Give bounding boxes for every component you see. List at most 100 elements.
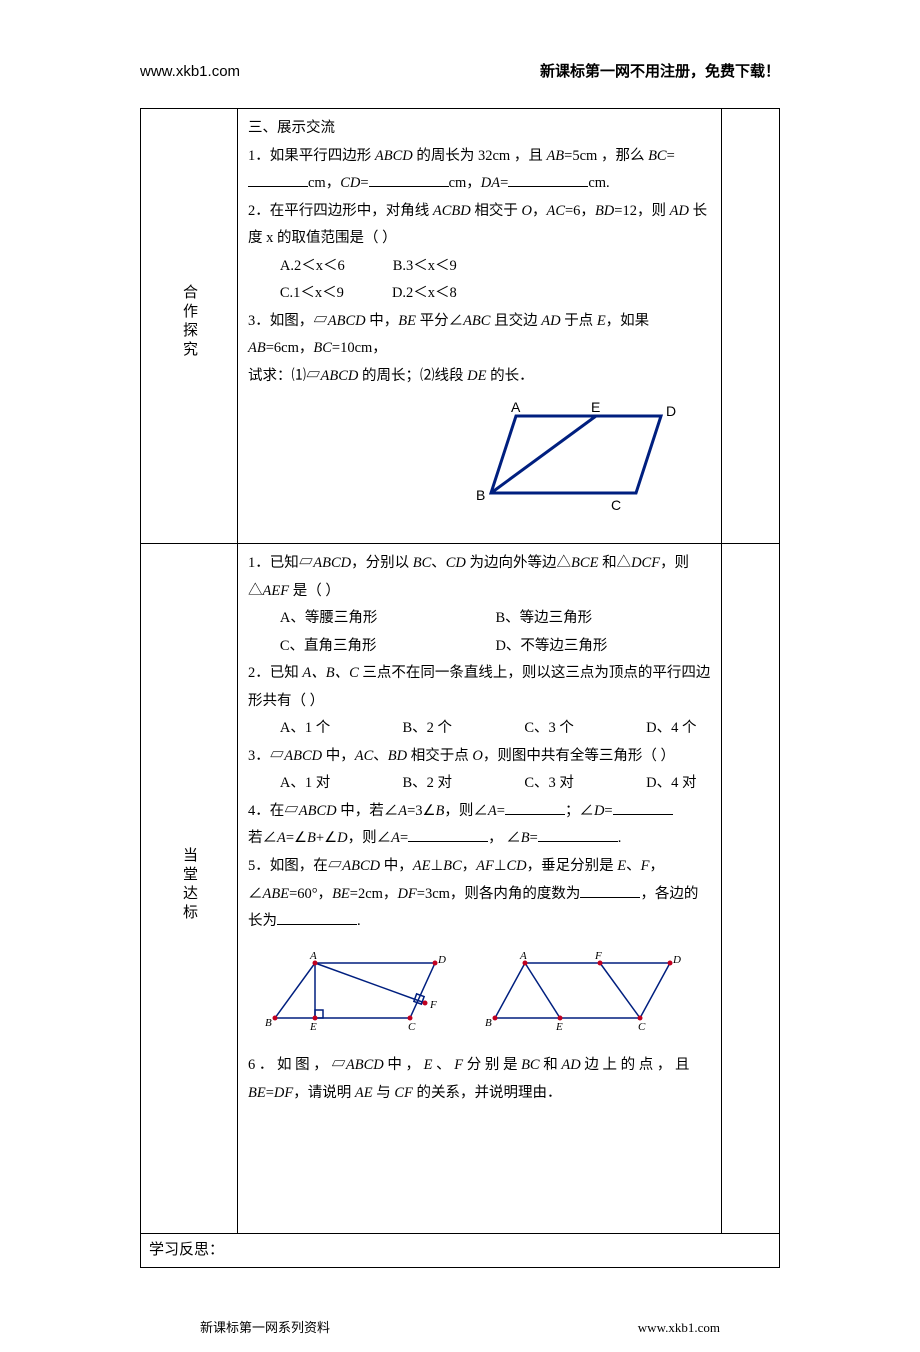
s2q6-f: F bbox=[454, 1057, 463, 1073]
svg-text:B: B bbox=[485, 1017, 492, 1029]
svg-text:E: E bbox=[591, 399, 600, 415]
s2q6-t6: 边 上 的 点 ， 且 bbox=[581, 1057, 690, 1073]
reflection-cell: 学习反思： bbox=[141, 1234, 780, 1268]
s2q6-be: BE bbox=[248, 1085, 266, 1101]
s2q4-abcd: ABCD bbox=[299, 803, 337, 819]
s2q6-abcd: ABCD bbox=[346, 1057, 384, 1073]
section2-title: 当堂达标 bbox=[177, 847, 201, 923]
q1-eq2: = bbox=[360, 175, 368, 191]
s2q5-ept: E bbox=[617, 858, 626, 874]
q2-optB: B.3＜x＜9 bbox=[393, 253, 457, 281]
s2q1-bce: BCE bbox=[571, 555, 598, 571]
s2q2-D: D、4 个 bbox=[646, 715, 696, 743]
s2-spacer bbox=[248, 1107, 711, 1227]
q3r-de: DE bbox=[467, 368, 486, 384]
q3-t6: ，如果 bbox=[606, 313, 650, 329]
q3-be: BE bbox=[398, 313, 416, 329]
s2q4-d2: D bbox=[594, 803, 604, 819]
s2q4b-t4: ，则∠ bbox=[348, 830, 392, 846]
s2q1-opts2: C、直角三角形 D、不等边三角形 bbox=[248, 633, 711, 661]
s2q1-t2: ，分别以 bbox=[351, 555, 413, 571]
q1-cd: CD bbox=[340, 175, 360, 191]
s2q3-t2: 中， bbox=[322, 748, 355, 764]
s2q6-df: DF bbox=[274, 1085, 293, 1101]
s2q4-t1: 4．在▱ bbox=[248, 803, 299, 819]
s2q5-t10: =2cm， bbox=[350, 886, 398, 902]
q3-t3: 平分∠ bbox=[416, 313, 463, 329]
s2q5-cd: CD bbox=[506, 858, 526, 874]
s2q4b-blank2 bbox=[538, 828, 618, 843]
s2q6-t2: 中 ， bbox=[384, 1057, 424, 1073]
s2q1-cd: CD bbox=[446, 555, 466, 571]
footer-left: 新课标第一网系列资料 bbox=[200, 1318, 330, 1339]
s2q2-t1: 2．已知 bbox=[248, 665, 302, 681]
s2q2: 2．已知 A、B、C 三点不在同一条直线上，则以这三点为顶点的平行四边形共有（ … bbox=[248, 660, 711, 715]
s2q5-blank1 bbox=[580, 883, 640, 898]
q3-t2: 中， bbox=[366, 313, 399, 329]
s2q3-o: O bbox=[472, 748, 482, 764]
s2q4: 4．在▱ABCD 中，若∠A=3∠B，则∠A=；∠D= bbox=[248, 798, 711, 826]
q3-t7: =6cm， bbox=[266, 340, 314, 356]
s2q5-t7: 、 bbox=[626, 858, 641, 874]
s2q5-t9: =60°， bbox=[289, 886, 332, 902]
s2q5-blank2 bbox=[277, 911, 357, 926]
section2-right-col bbox=[722, 544, 780, 1234]
s2q3-C: C、3 对 bbox=[524, 770, 574, 798]
svg-text:A: A bbox=[511, 399, 521, 415]
s2q4b-eq1: = bbox=[400, 830, 408, 846]
s2q6-bc: BC bbox=[521, 1057, 540, 1073]
s2q5-t3: ⊥ bbox=[430, 858, 443, 874]
diagram1-wrap: A E D B C bbox=[248, 390, 711, 537]
section1-heading: 三、展示交流 bbox=[248, 115, 711, 143]
s2q3-opts: A、1 对 B、2 对 C、3 对 D、4 对 bbox=[248, 770, 711, 798]
s2q4-a2: A bbox=[398, 803, 407, 819]
s2q4-t4: ，则∠ bbox=[444, 803, 488, 819]
q2-t4: =6， bbox=[565, 203, 595, 219]
s2q5-t11: =3cm，则各内角的度数为 bbox=[417, 886, 581, 902]
q2-optA: A.2＜x＜6 bbox=[280, 253, 345, 281]
q3r-abcd: ABCD bbox=[321, 368, 359, 384]
row-section2: 当堂达标 1．已知▱ABCD，分别以 BC、CD 为边向外等边△BCE 和△DC… bbox=[141, 544, 780, 1234]
s2q1-t5: 和△ bbox=[598, 555, 631, 571]
s2q4-blank2 bbox=[613, 800, 673, 815]
s2q5-punct: . bbox=[357, 913, 361, 929]
s2q1-dcf: DCF bbox=[631, 555, 660, 571]
s2q4-eq1: = bbox=[497, 803, 505, 819]
q2-options: A.2＜x＜6B.3＜x＜9 C.1＜x＜9D.2＜x＜8 bbox=[248, 253, 711, 308]
s2q1-C: C、直角三角形 bbox=[280, 633, 496, 661]
s2q5-t4: ， bbox=[462, 858, 477, 874]
q2-bd: BD bbox=[595, 203, 614, 219]
s2q5-t1: 5．如图，在▱ bbox=[248, 858, 342, 874]
s2q5-t5: ⊥ bbox=[494, 858, 507, 874]
q1-ab: AB bbox=[546, 148, 564, 164]
section1-content: 三、展示交流 1．如果平行四边形 ABCD 的周长为 32cm ，且 AB=5c… bbox=[238, 109, 722, 544]
q2-optC: C.1＜x＜9 bbox=[280, 280, 344, 308]
s2q2-opts: A、1 个 B、2 个 C、3 个 D、4 个 bbox=[248, 715, 711, 743]
svg-text:E: E bbox=[309, 1021, 317, 1033]
q3: 3．如图，▱ABCD 中，BE 平分∠ABC 且交边 AD 于点 E，如果 AB… bbox=[248, 308, 711, 363]
reflection-label: 学习反思： bbox=[149, 1242, 224, 1258]
s2q6-t9: 的关系，并说明理由． bbox=[413, 1085, 562, 1101]
svg-text:E: E bbox=[555, 1021, 563, 1033]
q1-eq1: = bbox=[667, 148, 675, 164]
q3-ad: AD bbox=[541, 313, 560, 329]
page-header: www.xkb1.com 新课标第一网不用注册，免费下载！ bbox=[140, 60, 780, 84]
row-section1: 合作探究 三、展示交流 1．如果平行四边形 ABCD 的周长为 32cm ，且 … bbox=[141, 109, 780, 544]
q1-blank3 bbox=[508, 173, 588, 188]
q2-ad: AD bbox=[670, 203, 689, 219]
s2q5-df: DF bbox=[397, 886, 416, 902]
s2q4b: 若∠A=∠B+∠D，则∠A=， ∠B=. bbox=[248, 825, 711, 853]
s2q4b-d: D bbox=[337, 830, 347, 846]
q1-eq3: = bbox=[500, 175, 508, 191]
s2q4b-t2: =∠ bbox=[286, 830, 307, 846]
s2q5-af: AF bbox=[476, 858, 494, 874]
q3-t5: 于点 bbox=[561, 313, 597, 329]
s2q1-abcd: ABCD bbox=[313, 555, 351, 571]
s2q6-ae: AE bbox=[355, 1085, 373, 1101]
section2-content: 1．已知▱ABCD，分别以 BC、CD 为边向外等边△BCE 和△DCF，则△A… bbox=[238, 544, 722, 1234]
two-parallelograms-diagram: AD BC EF AFD bbox=[260, 948, 700, 1038]
s2q4-t2: 中，若∠ bbox=[337, 803, 399, 819]
s2q4b-b: B bbox=[307, 830, 316, 846]
s2q1-t1: 1．已知▱ bbox=[248, 555, 313, 571]
s2q4b-a: A bbox=[277, 830, 286, 846]
